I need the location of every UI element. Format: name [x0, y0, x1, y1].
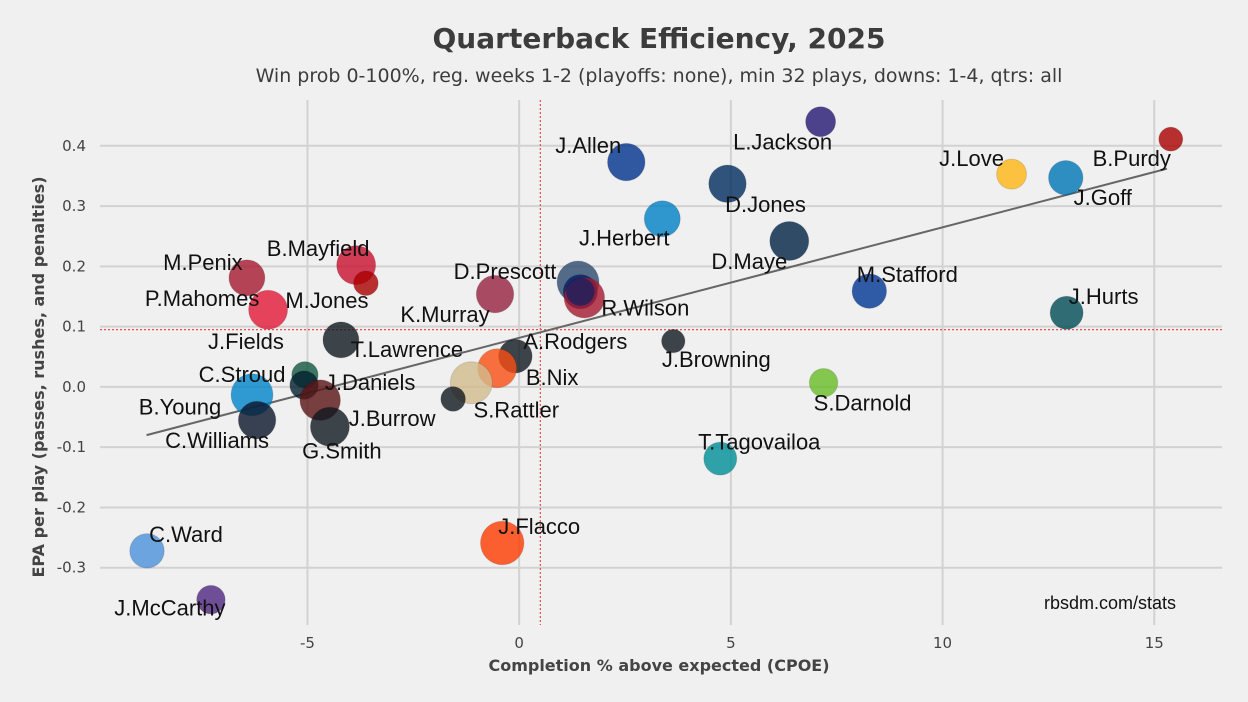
point-label: T.Tagovailoa: [698, 430, 821, 455]
point-label: B.Mayfield: [267, 236, 370, 261]
point-label: T.Lawrence: [351, 337, 464, 362]
point-label: S.Darnold: [814, 391, 912, 416]
point-label: J.McCarthy: [114, 596, 225, 621]
x-axis-label: Completion % above expected (CPOE): [488, 656, 829, 675]
y-tick-label: 0.0: [62, 378, 86, 396]
point-j-goff: [1048, 160, 1084, 196]
point-label: J.Burrow: [349, 406, 436, 431]
x-tick-label: 10: [933, 634, 952, 652]
y-tick-label: -0.3: [57, 559, 86, 577]
point-label: B.Young: [139, 395, 221, 420]
point-label: D.Prescott: [454, 259, 557, 284]
y-tick-label: -0.2: [57, 498, 86, 516]
x-tick-label: 0: [514, 634, 524, 652]
point-label: J.Herbert: [579, 226, 669, 251]
watermark: rbsdm.com/stats: [1044, 593, 1176, 613]
point-label: D.Jones: [725, 192, 806, 217]
point-label: G.Smith: [302, 439, 381, 464]
point-j-flacco: [479, 520, 525, 566]
points: [129, 106, 1184, 615]
point-j-herbert: [643, 200, 681, 238]
point-label: M.Jones: [285, 288, 368, 313]
point-label: J.Browning: [662, 347, 771, 372]
point-k-murray: [475, 274, 515, 314]
point-d-maye: [769, 221, 810, 262]
point-c-ward: [129, 533, 165, 569]
point-label: J.Hurts: [1069, 284, 1139, 309]
point-label: R.Wilson: [601, 296, 689, 321]
y-tick-label: 0.1: [62, 318, 86, 336]
point-label: J.Love: [939, 146, 1004, 171]
point-label: C.Ward: [149, 522, 223, 547]
point-labels: J.Allen L.Jackson J.Love B.Purdy J.Goff D.Jon…: [114, 130, 1171, 621]
point-j-mccarthy: [196, 584, 226, 615]
chart-title: Quarterback Efficiency, 2025: [433, 22, 886, 55]
point-label: M.Stafford: [857, 262, 958, 287]
point-label: B.Purdy: [1093, 146, 1171, 171]
x-tick-label: -5: [300, 634, 315, 652]
point-label: D.Maye: [711, 249, 787, 274]
point-m-jones: [353, 270, 379, 297]
point-label: J.Flacco: [498, 514, 580, 539]
point-j-allen: [607, 142, 646, 182]
point-label: L.Jackson: [733, 130, 832, 155]
point-s-darnold: [808, 367, 839, 398]
point-j-hurts: [1049, 295, 1084, 330]
point-l-jackson: [805, 106, 837, 138]
point-overlay-r-wilson: [566, 277, 595, 306]
point-d-jones: [708, 164, 747, 204]
point-label: J.Goff: [1074, 185, 1133, 210]
y-tick-label: -0.1: [57, 438, 86, 456]
point-j-love: [996, 158, 1028, 190]
point-c-williams: [237, 400, 277, 440]
point-t-lawrence: [322, 321, 360, 359]
y-tick-label: 0.3: [62, 197, 86, 215]
point-label: A.Rodgers: [523, 329, 627, 354]
tick-labels: -5 0 5 10 15 0.4 0.3 0.2 0.1 0.0 -0.1 -0.2 -0.3: [57, 137, 1164, 652]
point-t-tagovailoa: [703, 441, 738, 476]
point-label: P.Mahomes: [145, 286, 260, 311]
point-p-mahomes: [248, 289, 289, 330]
y-tick-label: 0.4: [62, 137, 86, 155]
x-tick-label: 5: [726, 634, 736, 652]
x-tick-label: 15: [1145, 634, 1164, 652]
point-m-stafford: [851, 273, 888, 309]
point-j-burrow: [440, 386, 466, 412]
point-label: K.Murray: [400, 302, 489, 327]
point-label: C.Stroud: [199, 362, 286, 387]
point-j-browning: [661, 328, 686, 354]
point-b-purdy: [1158, 126, 1184, 152]
point-label: B.Nix: [526, 365, 579, 390]
point-m-penix: [228, 259, 266, 297]
y-tick-label: 0.2: [62, 257, 86, 275]
point-label: J.Allen: [555, 133, 621, 158]
chart-subtitle: Win prob 0-100%, reg. weeks 1-2 (playoff…: [256, 65, 1063, 87]
point-label: S.Rattler: [474, 398, 560, 423]
point-label: J.Fields: [208, 329, 284, 354]
point-g-smith: [309, 406, 350, 447]
point-label: M.Penix: [163, 250, 242, 275]
y-axis-label: EPA per play (passes, rushes, and penalt…: [29, 176, 48, 577]
point-label: J.Daniels: [325, 370, 415, 395]
point-label: C.Williams: [165, 428, 269, 453]
